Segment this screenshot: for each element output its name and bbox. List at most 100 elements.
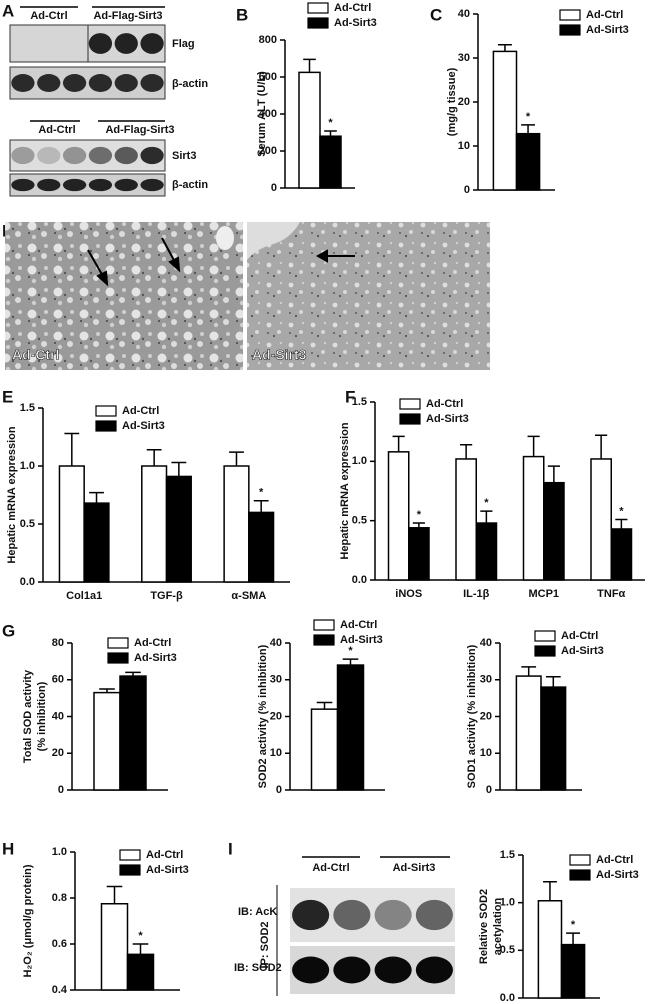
significance: * <box>328 117 333 129</box>
error-bar <box>498 44 512 52</box>
blot-band <box>333 899 371 931</box>
blot <box>9 66 166 100</box>
significance: * <box>484 497 489 509</box>
blot-band <box>140 146 164 165</box>
y-tick-label: 1.0 <box>500 897 515 909</box>
blot-band <box>88 146 113 165</box>
blot-band <box>37 74 61 92</box>
error-bar <box>146 449 162 466</box>
bar <box>310 708 339 791</box>
y-tick-label: 30 <box>480 674 492 686</box>
error-bar <box>342 658 359 666</box>
error-bar <box>125 671 141 677</box>
y-tick-label: 0.5 <box>352 515 367 527</box>
bar <box>58 465 85 583</box>
error-bar <box>229 451 244 466</box>
y-tick-label: 0 <box>271 182 277 194</box>
bar <box>475 522 498 581</box>
y-axis-label: acetylation <box>492 897 504 955</box>
blot-band <box>88 74 113 92</box>
bar <box>336 664 365 791</box>
error-bar <box>480 510 493 524</box>
legend-swatch <box>559 24 581 36</box>
legend-swatch <box>569 869 591 881</box>
blot-band <box>333 956 371 984</box>
legend-swatch <box>307 2 329 14</box>
blot-band <box>37 146 61 165</box>
y-tick-label: 80 <box>52 637 64 649</box>
blot-band <box>88 178 113 192</box>
micrograph <box>5 222 243 370</box>
group-label: Ad-Ctrl <box>312 862 349 874</box>
legend-label: Ad-Ctrl <box>134 637 171 649</box>
y-tick-label: 0.0 <box>500 992 515 1004</box>
legend-label: Ad-Sirt3 <box>426 413 469 425</box>
row-label: β-actin <box>172 78 208 90</box>
y-tick-label: 0 <box>486 784 492 796</box>
row-label: IB: AcK <box>238 906 277 918</box>
bar <box>119 675 147 791</box>
legend-label: Ad-Sirt3 <box>340 634 383 646</box>
y-tick-label: 20 <box>52 747 64 759</box>
y-tick-label: 10 <box>480 747 492 759</box>
y-axis-label: Hepatic mRNA expression <box>339 422 351 559</box>
bar <box>560 943 586 999</box>
blot-band <box>114 146 138 165</box>
legend-swatch <box>559 9 581 21</box>
group-label: Ad-Sirt3 <box>393 862 436 874</box>
significance: * <box>259 487 264 499</box>
error-bar <box>99 688 115 693</box>
blot-band <box>114 33 138 54</box>
bar <box>100 903 129 991</box>
blot-band <box>11 146 35 165</box>
bar <box>540 686 567 791</box>
y-tick-label: 40 <box>270 637 282 649</box>
error-bar <box>316 701 333 710</box>
legend-label: Ad-Sirt3 <box>561 645 604 657</box>
error-bar <box>412 522 425 528</box>
y-tick-label: 40 <box>458 8 470 20</box>
y-tick-label: 0 <box>276 784 282 796</box>
significance: * <box>138 930 143 942</box>
y-axis-label: Serum ALT (U/L) <box>256 71 268 157</box>
legend-swatch <box>313 634 335 646</box>
row-label: β-actin <box>172 179 208 191</box>
x-tick-label: IL-1β <box>463 588 490 600</box>
row-label: Flag <box>172 38 195 50</box>
blot-band <box>140 178 164 192</box>
legend-swatch <box>119 864 141 876</box>
blot-band <box>140 74 164 92</box>
error-bar <box>106 885 123 904</box>
blot-band <box>37 178 61 192</box>
bar <box>590 458 612 581</box>
error-bar <box>132 943 149 955</box>
error-bar <box>171 461 187 477</box>
error-bar <box>595 434 608 459</box>
bar <box>522 455 545 581</box>
group-label: Ad-Ctrl <box>38 124 75 136</box>
y-axis-label: H₂O₂ (μmol/g protein) <box>22 864 34 977</box>
y-tick-label: 200 <box>259 145 277 157</box>
bar <box>223 465 250 583</box>
y-tick-label: 0.8 <box>52 892 67 904</box>
y-axis-label: Hepatic mRNA expression <box>6 426 18 563</box>
significance: * <box>571 919 576 931</box>
y-tick-label: 1.0 <box>20 460 35 472</box>
vessel <box>216 226 234 250</box>
bar <box>83 502 110 583</box>
y-tick-label: 20 <box>480 710 492 722</box>
blot-band <box>62 74 87 92</box>
legend-label: Ad-Sirt3 <box>122 420 165 432</box>
legend-label: Ad-Ctrl <box>561 630 598 642</box>
y-axis-label: Relative SOD2 <box>478 889 490 964</box>
significance: * <box>348 645 353 657</box>
legend-swatch <box>95 405 117 417</box>
bar <box>165 475 192 583</box>
error-bar <box>615 518 628 529</box>
blot-band <box>11 178 35 192</box>
y-axis-label: (mg/g tissue) <box>446 67 458 136</box>
significance: * <box>526 111 531 123</box>
blot-band <box>415 899 453 931</box>
y-tick-label: 0.0 <box>20 576 35 588</box>
bar <box>408 527 430 581</box>
